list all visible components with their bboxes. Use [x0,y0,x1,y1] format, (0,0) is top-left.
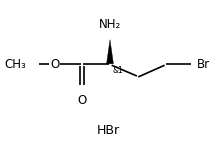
Text: NH₂: NH₂ [99,18,121,31]
Text: O: O [78,94,87,107]
Text: &1: &1 [112,66,123,75]
Text: O: O [50,58,59,71]
Text: Br: Br [197,58,210,71]
Text: HBr: HBr [96,124,119,137]
Polygon shape [107,40,113,64]
Text: CH₃: CH₃ [4,58,26,71]
